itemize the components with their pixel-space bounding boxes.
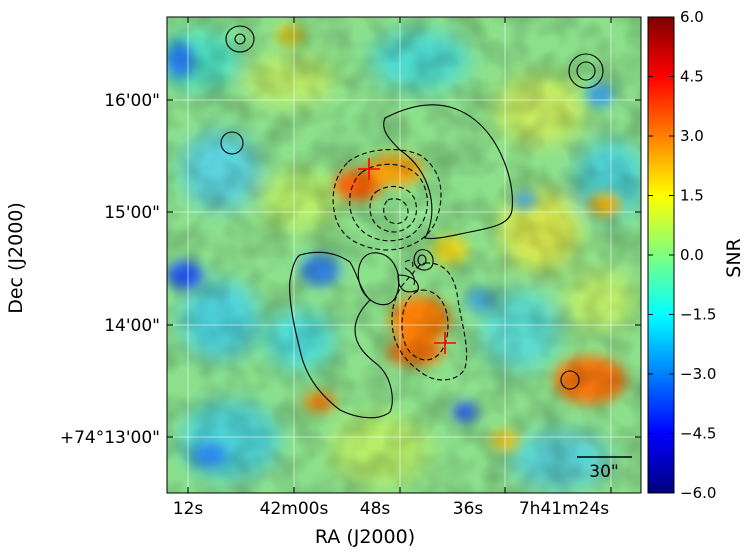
- contour-solid: [404, 267, 416, 286]
- x-tick-label: 42m00s: [260, 499, 329, 519]
- x-tick-labels: 12s 42m00s 48s 36s 7h41m24s: [173, 499, 610, 519]
- colorbar-label: SNR: [723, 238, 745, 277]
- y-tick-label: 14'00": [104, 316, 160, 336]
- contour-solid: [417, 254, 427, 266]
- colorbar-tick-label: 4.5: [680, 68, 704, 86]
- colorbar: 6.0 4.5 3.0 1.5 0.0 −1.5 −3.0 −4.5 −6.0 SNR: [647, 8, 745, 502]
- cross-marker: [358, 158, 380, 180]
- plot-frame: [166, 16, 642, 494]
- colorbar-tick-label: −6.0: [680, 484, 716, 502]
- contour-solid: [576, 61, 596, 81]
- contour-solid: [289, 251, 393, 419]
- x-tick-label: 48s: [360, 499, 391, 519]
- colorbar-tick-label: −1.5: [680, 306, 716, 324]
- contour-solid: [225, 25, 255, 53]
- y-tick-label: 15'00": [104, 203, 160, 223]
- colorbar-tick-label: 1.5: [680, 187, 704, 205]
- contour-solid: [568, 53, 604, 89]
- axis-ticks: [167, 17, 641, 493]
- red-cross-markers: [358, 158, 456, 354]
- colorbar-tick-label: 3.0: [680, 127, 704, 145]
- scale-bar-label: 30": [589, 462, 618, 482]
- colorbar-tick-label: 0.0: [680, 246, 704, 264]
- cross-marker: [434, 332, 456, 354]
- y-axis-label: Dec (J2000): [5, 202, 27, 314]
- contour-dashed: [401, 289, 449, 361]
- x-tick-label: 12s: [173, 499, 204, 519]
- contour-solid: [413, 249, 434, 271]
- x-axis-label: RA (J2000): [315, 526, 415, 548]
- colorbar-ticks: 6.0 4.5 3.0 1.5 0.0 −1.5 −3.0 −4.5 −6.0: [648, 8, 716, 502]
- contour-lines: [220, 25, 604, 419]
- contour-solid: [397, 274, 419, 293]
- contour-dashed: [391, 262, 468, 381]
- heatmap-image: [167, 17, 641, 493]
- contour-dashed: [332, 149, 442, 251]
- colorbar-tick-label: 6.0: [680, 8, 704, 26]
- x-tick-label: 7h41m24s: [519, 499, 609, 519]
- contour-solid: [220, 131, 244, 155]
- contour-dashed: [369, 185, 417, 233]
- scale-bar: 30": [577, 456, 632, 482]
- y-tick-label: 16'00": [104, 91, 160, 111]
- colorbar-tick-label: −4.5: [680, 425, 716, 443]
- contour-dashed: [349, 163, 428, 242]
- contour-solid: [234, 33, 246, 45]
- contour-solid: [383, 104, 513, 240]
- contour-dashed: [404, 259, 414, 269]
- y-tick-labels: 16'00" 15'00" 14'00" +74°13'00": [60, 91, 160, 448]
- contour-solid: [357, 252, 400, 306]
- contour-dashed: [383, 198, 409, 225]
- contour-solid: [560, 370, 580, 390]
- colorbar-tick-label: −3.0: [680, 365, 716, 383]
- x-tick-label: 36s: [453, 499, 484, 519]
- grid-lines: [167, 17, 641, 493]
- y-tick-label: +74°13'00": [60, 428, 160, 448]
